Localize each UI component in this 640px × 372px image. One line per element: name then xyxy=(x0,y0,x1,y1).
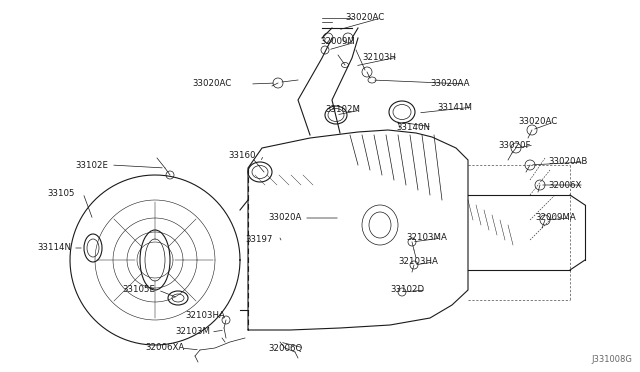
Text: 32103MA: 32103MA xyxy=(406,234,447,243)
Text: 33020AC: 33020AC xyxy=(345,13,384,22)
Text: 33160: 33160 xyxy=(228,151,255,160)
Text: 32006XA: 32006XA xyxy=(145,343,184,353)
Text: 32006X: 32006X xyxy=(548,180,581,189)
Text: 32103H: 32103H xyxy=(362,52,396,61)
Text: 32103HA: 32103HA xyxy=(185,311,225,321)
Text: 33105: 33105 xyxy=(47,189,74,198)
Text: 33020A: 33020A xyxy=(268,214,301,222)
Text: 32009M: 32009M xyxy=(320,38,355,46)
Text: 33102M: 33102M xyxy=(325,106,360,115)
Text: 32006Q: 32006Q xyxy=(268,343,302,353)
Text: 33140N: 33140N xyxy=(396,122,430,131)
Text: 33020AB: 33020AB xyxy=(548,157,588,167)
Text: 32103HA: 32103HA xyxy=(398,257,438,266)
Text: J331008G: J331008G xyxy=(591,355,632,364)
Text: 33020F: 33020F xyxy=(498,141,531,150)
Text: 33102E: 33102E xyxy=(75,160,108,170)
Text: 33141M: 33141M xyxy=(437,103,472,112)
Text: 33020AC: 33020AC xyxy=(192,80,231,89)
Text: 33020AA: 33020AA xyxy=(430,80,470,89)
Text: 32103M: 32103M xyxy=(175,327,210,337)
Text: 32009MA: 32009MA xyxy=(535,214,576,222)
Text: 33197: 33197 xyxy=(245,235,273,244)
Text: 33114N: 33114N xyxy=(37,244,71,253)
Text: 33102D: 33102D xyxy=(390,285,424,295)
Text: 33105E: 33105E xyxy=(122,285,155,295)
Text: 33020AC: 33020AC xyxy=(518,118,557,126)
